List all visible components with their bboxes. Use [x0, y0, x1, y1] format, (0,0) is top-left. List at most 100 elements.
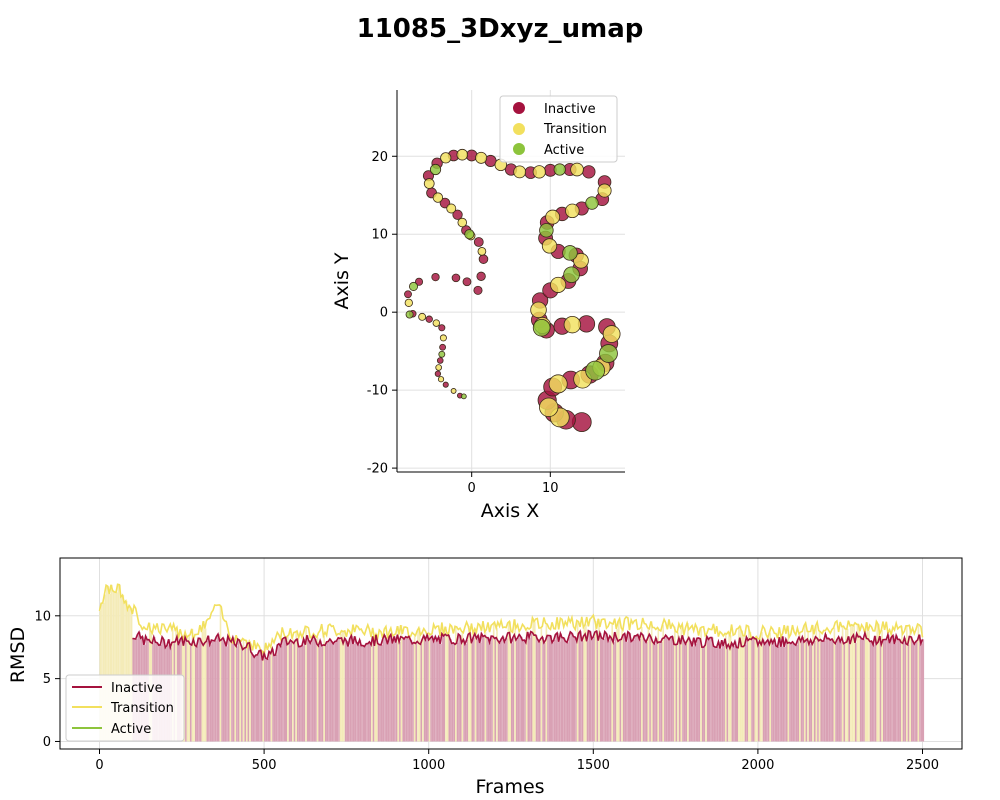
rmsd-bar-inactive [764, 644, 767, 742]
rmsd-bar-transition [583, 627, 585, 742]
rmsd-bar-transition [229, 636, 232, 742]
rmsd-bar-inactive [527, 632, 530, 742]
rmsd-bar-transition [769, 632, 771, 742]
scatter-point-active [585, 196, 599, 210]
rmsd-bar-transition [876, 621, 878, 742]
scatter-ticks: 0 10 -20 -10 0 10 20 [367, 150, 559, 496]
rmsd-bar-inactive [298, 646, 301, 742]
rmsd-bar-inactive [512, 638, 515, 742]
rmsd-bar-inactive [753, 637, 755, 742]
rmsd-bar-inactive [366, 643, 368, 742]
rmsd-bar-transition [641, 627, 643, 742]
rmsd-bar-transition [191, 628, 194, 742]
rmsd-bar-inactive [463, 639, 465, 742]
rmsd-bar-inactive [517, 637, 520, 742]
scatter-point-transition [432, 192, 444, 203]
legend-marker-transition [513, 123, 525, 135]
rmsd-bar-inactive [362, 645, 365, 742]
rmsd-bar-inactive [506, 638, 508, 742]
rmsd-bar-inactive [603, 639, 605, 742]
scatter-point-transition [432, 319, 441, 327]
rmsd-bar-inactive [713, 646, 716, 742]
rmsd-bar-inactive [873, 644, 875, 742]
scatter-point-inactive [476, 271, 486, 281]
rmsd-bar-transition [594, 621, 597, 742]
rmsd-bar-inactive [348, 646, 350, 742]
rmsd-bar-transition [469, 633, 472, 742]
rmsd-bar-inactive [609, 636, 612, 742]
rmsd-bar-inactive [805, 640, 808, 742]
rmsd-bar-inactive [835, 643, 837, 742]
rmsd-ytick-label: 10 [34, 609, 51, 624]
rmsd-bar-inactive [591, 638, 594, 742]
rmsd-bar-inactive [190, 644, 192, 742]
scatter-xtick-label: 10 [542, 481, 559, 496]
rmsd-bar-inactive [185, 637, 187, 742]
rmsd-bar-inactive [907, 644, 910, 742]
rmsd-xtick-label: 1000 [412, 758, 445, 773]
legend-label-active: Active [111, 722, 151, 737]
rmsd-bar-inactive [675, 644, 678, 742]
rmsd-bar-inactive [563, 637, 566, 742]
rmsd-bar-inactive [734, 641, 737, 742]
rmsd-bar-transition [700, 628, 702, 742]
rmsd-bar-inactive [920, 643, 923, 742]
rmsd-bar-inactive [241, 645, 243, 742]
rmsd-bar-inactive [489, 642, 492, 742]
rmsd-bar-inactive [494, 638, 497, 742]
rmsd-bar-inactive [264, 653, 266, 742]
rmsd-bar-inactive [236, 646, 238, 742]
rmsd-bar-inactive [208, 635, 210, 742]
rmsd-bar-transition [116, 592, 118, 742]
rmsd-bar-inactive [790, 643, 793, 742]
rmsd-bar-inactive [310, 643, 312, 742]
rmsd-bar-inactive [622, 635, 625, 742]
rmsd-bar-transition [371, 636, 373, 742]
rmsd-bar-inactive [912, 640, 915, 742]
rmsd-bar-inactive [448, 635, 451, 742]
rmsd-bar-transition [249, 641, 251, 742]
rmsd-bar-inactive [654, 643, 656, 742]
rmsd-bar-transition [323, 635, 325, 742]
rmsd-bar-inactive [665, 635, 668, 742]
rmsd-bar-inactive [904, 637, 906, 742]
scatter-point-transition [477, 247, 487, 256]
rmsd-bar-transition [662, 624, 664, 742]
rmsd-bar-inactive [313, 635, 316, 742]
rmsd-bar-transition [901, 626, 903, 742]
rmsd-bar-inactive [636, 635, 638, 742]
rmsd-bar-inactive [614, 632, 617, 742]
rmsd-bar-inactive [199, 638, 202, 742]
rmsd-bar-inactive [565, 641, 567, 742]
rmsd-bar-inactive [642, 634, 645, 742]
scatter-point-transition [456, 148, 469, 161]
rmsd-bar-inactive [260, 650, 263, 742]
rmsd-bar-inactive [800, 641, 803, 742]
rmsd-bar-inactive [639, 639, 641, 742]
rmsd-bar-inactive [780, 646, 783, 742]
rmsd-bar-inactive [274, 655, 276, 742]
rmsd-bar-inactive [708, 639, 711, 742]
rmsd-bar-inactive [808, 644, 811, 742]
rmsd-bar-transition [906, 625, 908, 742]
rmsd-bar-inactive [723, 646, 725, 742]
rmsd-xtick-label: 2500 [906, 758, 939, 773]
rmsd-bar-inactive [626, 641, 628, 742]
rmsd-bar-inactive [830, 640, 832, 742]
rmsd-bar-transition [868, 630, 870, 742]
rmsd-bar-transition [738, 628, 740, 742]
rmsd-bar-inactive [377, 643, 380, 742]
rmsd-bar-inactive [568, 637, 571, 742]
rmsd-bar-inactive [659, 641, 661, 742]
rmsd-bar-transition [339, 634, 342, 742]
rmsd-bar-transition [428, 633, 431, 742]
scatter-point-transition [563, 315, 581, 334]
rmsd-bar-inactive [336, 641, 339, 742]
rmsd-bar-inactive [364, 646, 367, 742]
rmsd-bar-inactive [265, 658, 268, 742]
rmsd-bar-inactive [227, 636, 230, 742]
rmsd-bar-transition [741, 630, 743, 742]
umap-scatter-chart: 0 10 -20 -10 0 10 20 Axis X Axis Y Inactive Tr… [331, 90, 625, 522]
rmsd-bar-inactive [520, 636, 523, 742]
